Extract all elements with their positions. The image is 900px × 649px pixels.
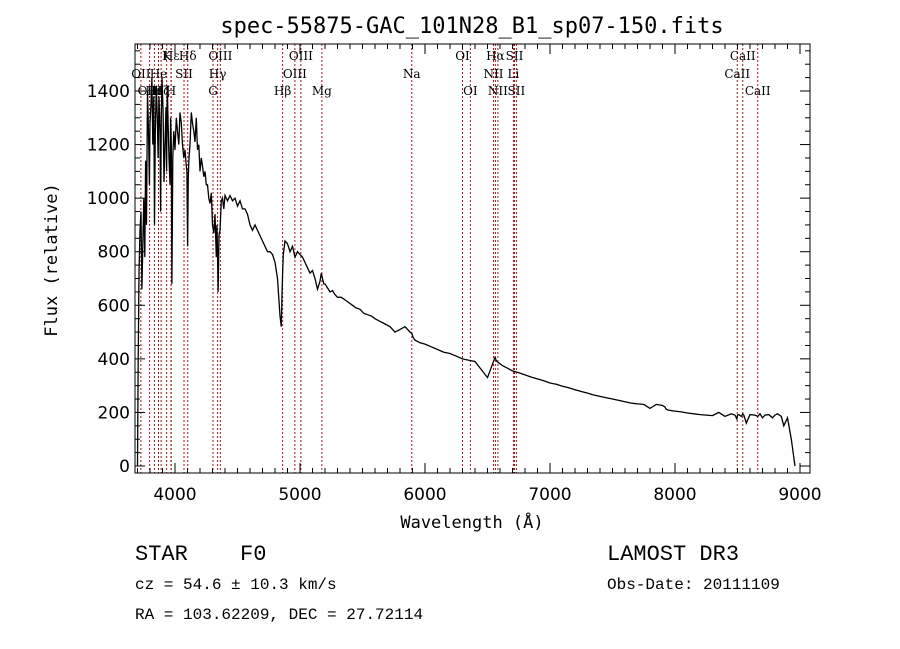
line-marker-label: NII (484, 67, 504, 81)
y-tick-label: 400 (98, 350, 130, 370)
x-tick-label: 6000 (403, 485, 446, 505)
line-marker-label: G (208, 84, 218, 98)
line-marker-label: SII (508, 84, 526, 98)
chart-title: spec-55875-GAC_101N28_B1_sp07-150.fits (220, 14, 723, 39)
line-marker-label: OIII (289, 49, 313, 63)
line-marker-label: Hη (146, 84, 164, 98)
object-subclass: F0 (240, 542, 266, 567)
line-marker-label: Hδ (179, 49, 197, 63)
x-tick-label: 5000 (278, 485, 321, 505)
emission-line-labels: OIIOIIIHηHeHζKHHεSIIHδGHγOIIIHβOIIIOIIIM… (131, 49, 771, 98)
y-tick-label: 0 (119, 457, 130, 477)
x-tick-label: 8000 (653, 485, 696, 505)
x-tick-label: 9000 (778, 485, 821, 505)
obs-date-text: Obs-Date: 20111109 (607, 576, 780, 594)
line-marker-label: OII (131, 67, 151, 81)
line-marker-label: Li (507, 67, 519, 81)
y-tick-label: 1400 (87, 82, 130, 102)
x-tick-label: 4000 (153, 485, 196, 505)
y-tick-label: 1000 (87, 189, 130, 209)
line-marker-label: OI (463, 84, 478, 98)
line-marker-label: Hε (163, 49, 180, 63)
line-marker-label: Hβ (274, 84, 291, 98)
emission-line-markers (140, 44, 759, 473)
line-marker-label: SII (506, 49, 524, 63)
line-marker-label: SII (175, 67, 193, 81)
line-marker-label: OIII (283, 67, 307, 81)
x-axis-ticks: 4000 5000 6000 7000 8000 9000 (137, 44, 822, 505)
line-marker-label: He (150, 67, 168, 81)
line-marker-label: H (166, 84, 176, 98)
coordinates-text: RA = 103.62209, DEC = 27.72114 (135, 606, 423, 624)
spectrum-line-group (136, 77, 796, 467)
line-marker-label: OIII (208, 49, 232, 63)
line-marker-label: OI (455, 49, 470, 63)
y-axis-ticks: 0 200 400 600 800 1000 1200 1400 (87, 50, 810, 477)
line-marker-label: CaII (730, 49, 756, 63)
line-marker-label: Mg (312, 84, 332, 98)
y-tick-label: 1200 (87, 136, 130, 156)
y-tick-label: 600 (98, 296, 130, 316)
line-marker-label: K (162, 49, 172, 63)
y-tick-label: 800 (98, 243, 130, 263)
line-marker-label: CaII (745, 84, 771, 98)
line-marker-label: CaII (724, 67, 750, 81)
x-axis-label: Wavelength (Å) (400, 511, 543, 533)
redshift-text: cz = 54.6 ± 10.3 km/s (135, 576, 337, 594)
plot-frame (134, 43, 811, 474)
x-tick-label: 7000 (528, 485, 571, 505)
spectrum-line (136, 77, 796, 467)
survey-name: LAMOST DR3 (607, 542, 739, 567)
line-marker-label: Na (403, 67, 421, 81)
line-marker-label: NII (488, 84, 508, 98)
y-axis-label: Flux (relative) (42, 183, 62, 337)
y-tick-label: 200 (98, 403, 130, 423)
line-marker-label: Hγ (209, 67, 227, 81)
object-class: STAR (135, 542, 188, 567)
line-marker-label: Hα (486, 49, 505, 63)
